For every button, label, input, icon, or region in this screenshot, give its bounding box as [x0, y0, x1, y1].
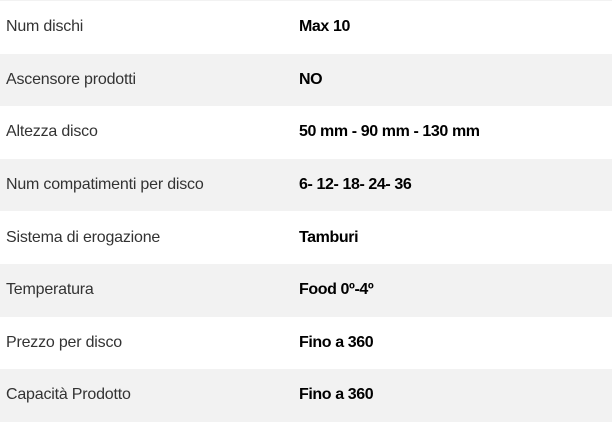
row-value: NO	[299, 70, 323, 88]
row-value: Food 0º-4º	[299, 281, 374, 299]
table-row: Num compatimenti per disco 6- 12- 18- 24-…	[0, 158, 612, 212]
row-value: Tamburi	[299, 228, 359, 246]
row-value: Max 10	[299, 18, 350, 36]
row-label: Ascensore prodotti	[6, 70, 136, 88]
row-value: 6- 12- 18- 24- 36	[299, 176, 412, 194]
row-value: 50 mm - 90 mm - 130 mm	[299, 123, 480, 141]
row-label: Temperatura	[6, 281, 94, 299]
row-label: Altezza disco	[6, 123, 98, 141]
row-value: Fino a 360	[299, 333, 374, 351]
table-row: Num dischi Max 10	[0, 1, 612, 54]
table-row: Prezzo per disco Fino a 360	[0, 317, 612, 370]
row-label: Prezzo per disco	[6, 333, 122, 351]
table-row: Altezza disco 50 mm - 90 mm - 130 mm	[0, 106, 612, 159]
table-row: Ascensore prodotti NO	[0, 53, 612, 107]
table-row: Capacità Prodotto Fino a 360	[0, 369, 612, 422]
table-row: Sistema di erogazione Tamburi	[0, 211, 612, 264]
row-label: Sistema di erogazione	[6, 228, 161, 246]
row-label: Num dischi	[6, 18, 84, 36]
row-label: Num compatimenti per disco	[6, 176, 204, 194]
row-label: Capacità Prodotto	[6, 386, 131, 404]
top-border	[0, 0, 612, 1]
table-row: Temperatura Food 0º-4º	[0, 263, 612, 317]
row-value: Fino a 360	[299, 386, 374, 404]
